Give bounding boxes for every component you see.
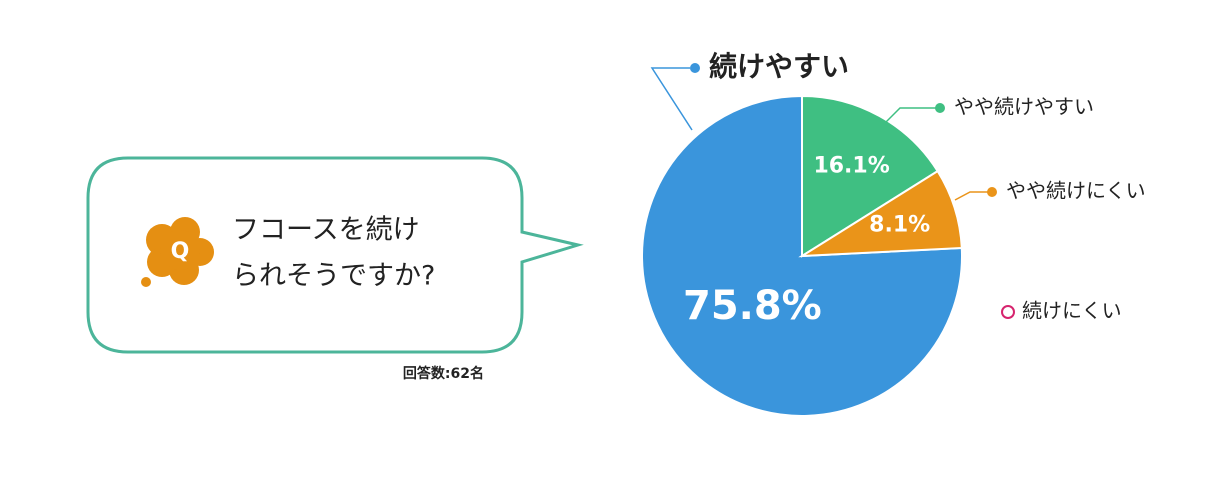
- value-label: 8.1%: [869, 212, 930, 237]
- legend-marker: [690, 63, 700, 73]
- value-label: 16.1%: [813, 153, 889, 178]
- pie-slice: [798, 169, 963, 258]
- question-line: フコースを続け: [232, 215, 420, 246]
- legend-label: やや続けにくい: [1006, 179, 1146, 203]
- legend-label: 続けやすい: [709, 50, 849, 83]
- pie: [641, 94, 963, 417]
- leader-line: [954, 191, 990, 201]
- speech-bubble: [86, 156, 584, 354]
- leader-line: [883, 107, 936, 125]
- legend-marker: [987, 187, 997, 197]
- legend-marker: [935, 103, 945, 113]
- q-icon: [141, 217, 214, 287]
- value-label: 75.8%: [683, 283, 822, 329]
- pie-slice: [801, 94, 940, 258]
- question-line: られそうですか?: [232, 261, 435, 292]
- leader-line: [650, 67, 693, 131]
- respondents: 回答数:62名: [403, 365, 484, 382]
- legend-label: 続けにくい: [1022, 299, 1122, 323]
- legend-label: やや続けやすい: [954, 95, 1094, 119]
- legend-marker: [1001, 305, 1015, 319]
- q-letter: Q: [171, 239, 190, 264]
